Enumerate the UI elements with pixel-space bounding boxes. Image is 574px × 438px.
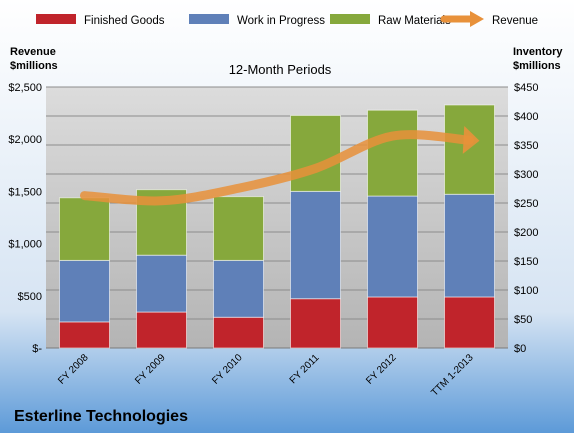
legend-arrow-icon — [470, 11, 484, 27]
left-tick-label: $2,000 — [8, 134, 42, 146]
right-tick-label: $0 — [514, 343, 526, 355]
right-tick-label: $300 — [514, 169, 538, 181]
bar-segment — [59, 259, 110, 323]
bar-segment — [367, 195, 418, 298]
right-tick-label: $350 — [514, 140, 538, 152]
plot-area — [46, 87, 508, 348]
right-tick-label: $200 — [514, 227, 538, 239]
chart-subtitle: 12-Month Periods — [229, 62, 332, 77]
right-tick-label: $150 — [514, 256, 538, 268]
legend-label: Revenue — [492, 15, 538, 27]
bar-segment — [59, 197, 110, 261]
left-tick-label: $500 — [18, 291, 42, 303]
left-axis-ticks: $- $500 $1,000 $1,500 $2,000 $2,500 — [8, 82, 42, 355]
right-axis-title-line1: Inventory — [513, 46, 563, 58]
revenue-arrowhead — [462, 125, 480, 154]
bar-segment — [136, 254, 187, 313]
bar-segment — [213, 316, 264, 349]
legend-label: Finished Goods — [84, 15, 165, 27]
bar-segment — [444, 104, 495, 195]
legend-label: Work in Progress — [237, 15, 325, 27]
legend-swatch — [189, 14, 229, 24]
bar-segment — [290, 114, 341, 192]
bar-segment — [367, 296, 418, 349]
right-tick-label: $100 — [514, 285, 538, 297]
right-axis-ticks: $0 $50 $100 $150 $200 $250 $300 $350 $400 $450 — [514, 82, 538, 355]
bar-segment — [290, 190, 341, 300]
right-tick-label: $400 — [514, 111, 538, 123]
right-tick-label: $250 — [514, 198, 538, 210]
left-axis-title-line1: Revenue — [10, 46, 56, 58]
right-axis-title-line2: $millions — [513, 60, 561, 72]
bar-segment — [444, 296, 495, 349]
bar-segment — [213, 196, 264, 261]
left-tick-label: $2,500 — [8, 82, 42, 94]
bar-segment — [367, 109, 418, 197]
bar-segment — [213, 259, 264, 318]
right-tick-label: $50 — [514, 314, 532, 326]
bar-segment — [444, 193, 495, 298]
right-tick-label: $450 — [514, 82, 538, 94]
left-tick-label: $- — [32, 343, 42, 355]
left-tick-label: $1,000 — [8, 239, 42, 251]
legend-label: Raw Materials — [378, 15, 451, 27]
left-tick-label: $1,500 — [8, 186, 42, 198]
revenue-line — [80, 125, 480, 206]
legend: Finished Goods Work in Progress Raw Materi… — [36, 11, 538, 27]
left-axis-title-line2: $millions — [10, 60, 58, 72]
legend-swatch — [330, 14, 370, 24]
bars — [59, 104, 495, 349]
legend-swatch — [36, 14, 76, 24]
company-name: Esterline Technologies — [14, 408, 188, 425]
bar-segment — [290, 298, 341, 349]
bar-segment — [59, 321, 110, 349]
revenue-line-path — [80, 130, 474, 206]
bar-segment — [136, 311, 187, 349]
grid-lines — [46, 86, 508, 349]
